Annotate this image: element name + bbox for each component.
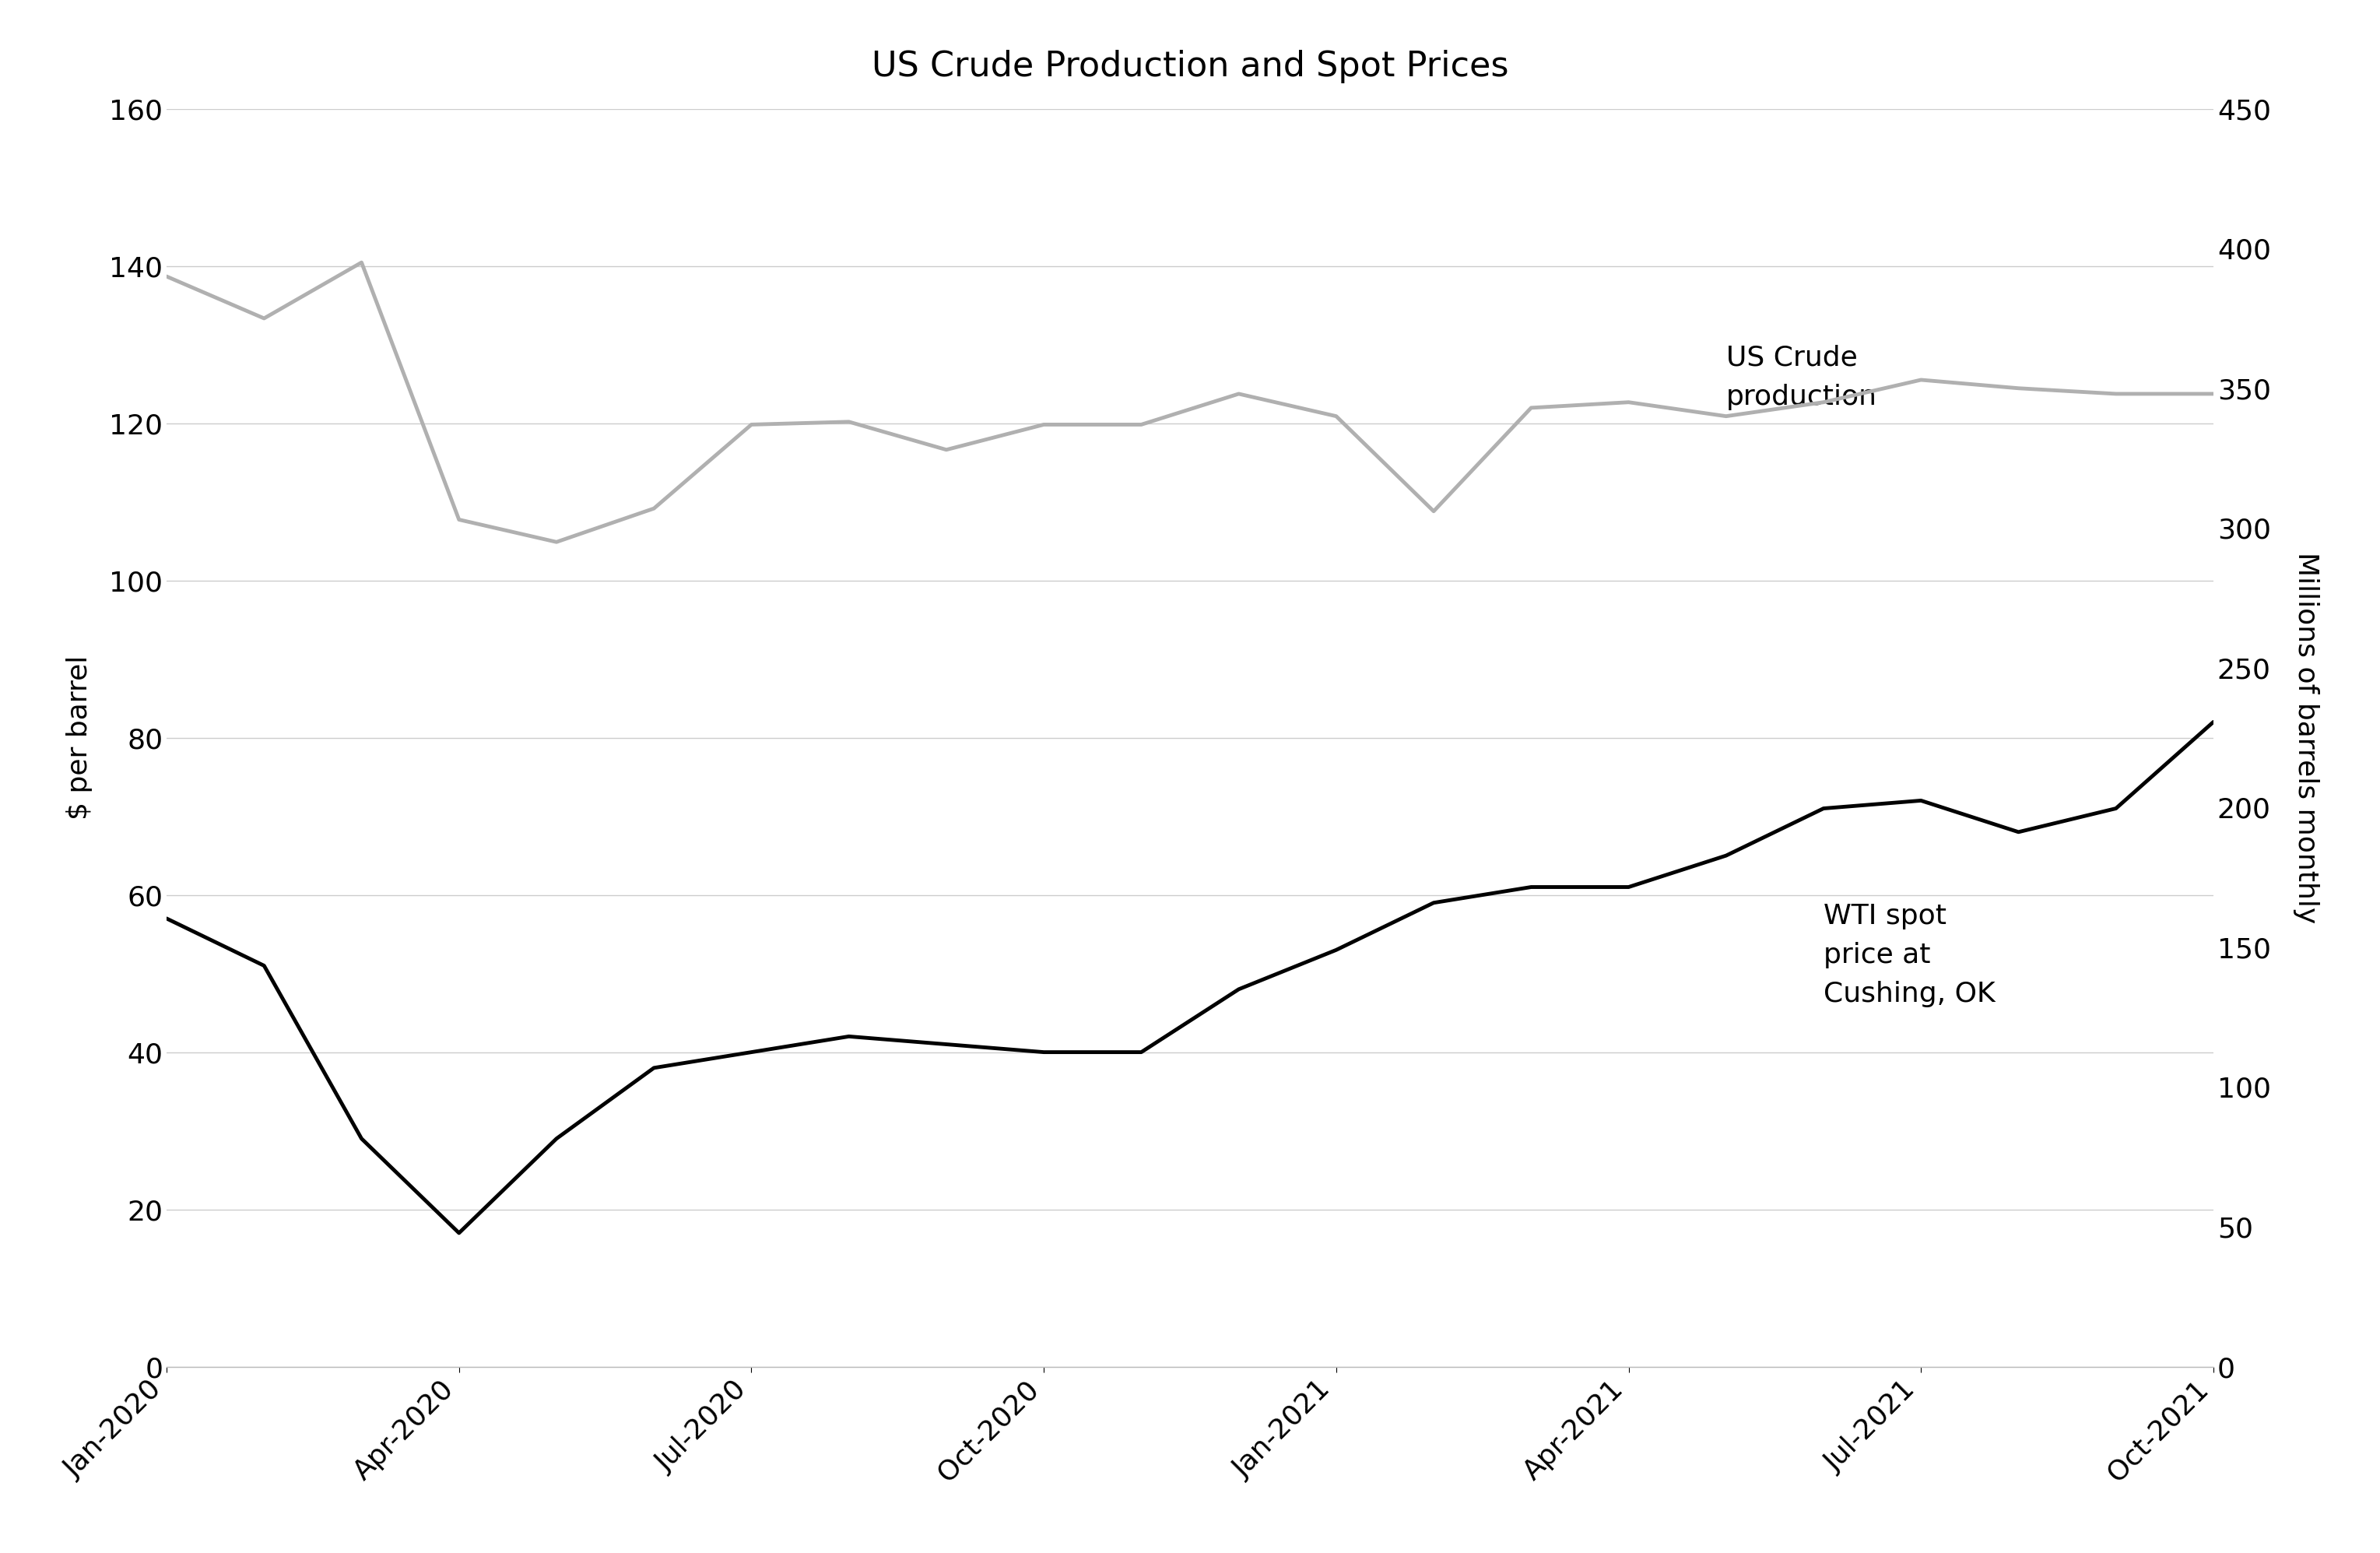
Y-axis label: Millions of barrels monthly: Millions of barrels monthly [2292,551,2318,924]
Text: US Crude
production: US Crude production [1725,345,1878,410]
Title: US Crude Production and Spot Prices: US Crude Production and Spot Prices [871,50,1509,84]
Text: WTI spot
price at
Cushing, OK: WTI spot price at Cushing, OK [1823,902,1994,1008]
Y-axis label: $ per barrel: $ per barrel [67,655,93,820]
